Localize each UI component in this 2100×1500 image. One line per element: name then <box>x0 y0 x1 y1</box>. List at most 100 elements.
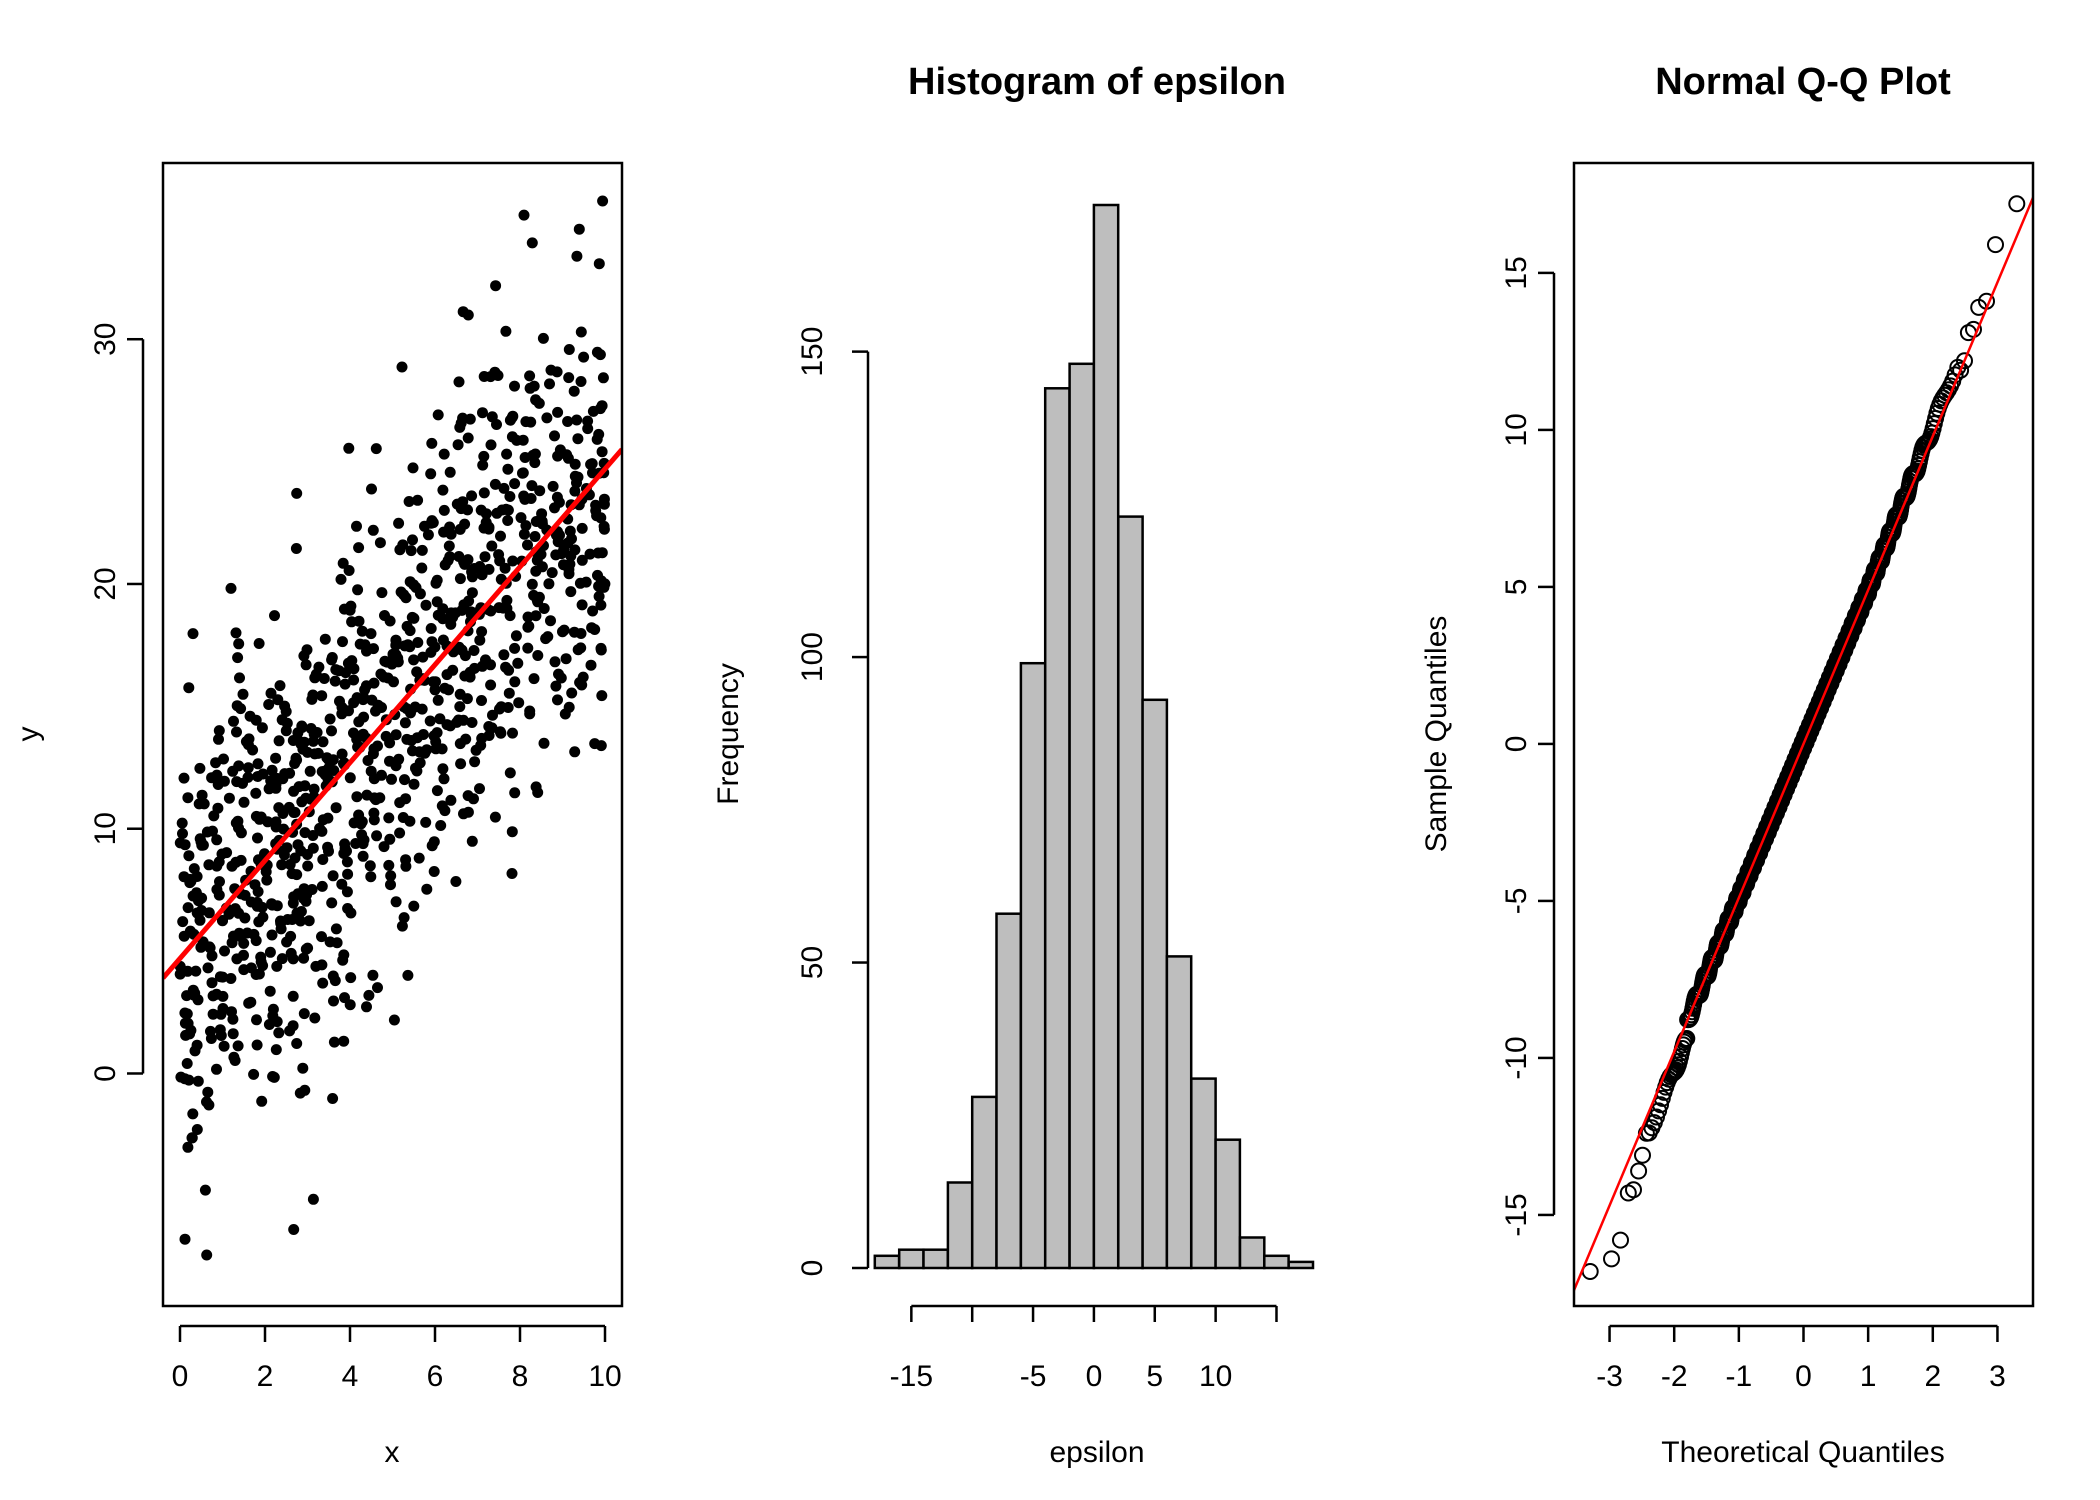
scatter-point <box>370 705 381 717</box>
scatter-point <box>495 530 506 542</box>
scatter-point <box>235 931 247 943</box>
scatter-point <box>280 725 292 737</box>
scatter-point <box>401 703 413 715</box>
scatter-point <box>476 695 487 706</box>
scatter-point <box>230 627 242 639</box>
scatter-point <box>348 727 359 739</box>
scatter-point <box>439 682 451 694</box>
scatter-point <box>316 880 328 892</box>
scatter-point <box>510 630 522 642</box>
qq-points <box>1581 195 2026 1280</box>
scatter-point <box>522 611 534 623</box>
scatter-point <box>438 504 450 516</box>
scatter-point <box>250 787 262 799</box>
scatter-point <box>485 679 497 691</box>
scatter-point <box>178 871 190 883</box>
scatter-point <box>419 520 430 532</box>
scatter-point <box>593 258 605 270</box>
scatter-point <box>223 792 235 804</box>
scatter-point <box>177 828 188 840</box>
scatter-point <box>281 842 293 854</box>
scatter-point <box>316 931 327 943</box>
scatter-point <box>578 351 590 363</box>
scatter-point <box>595 512 607 524</box>
scatter-point <box>339 678 351 690</box>
scatter-point <box>270 752 282 764</box>
scatter-point <box>573 223 585 235</box>
x-tick-label: 4 <box>342 1360 359 1393</box>
scatter-point <box>207 825 218 837</box>
scatter-point <box>254 813 265 825</box>
scatter-point <box>207 1008 219 1020</box>
scatter-point <box>564 525 576 537</box>
scatter-point <box>232 1040 244 1052</box>
scatter-point <box>451 498 463 510</box>
scatter-point <box>537 332 549 344</box>
scatter-point <box>384 833 396 845</box>
scatter-point <box>190 965 202 977</box>
scatter-point <box>566 687 578 699</box>
scatter-point <box>287 1020 299 1032</box>
scatter-point <box>375 668 387 680</box>
scatter-point <box>412 637 424 648</box>
scatter-point <box>296 722 308 733</box>
scatter-point <box>395 586 407 598</box>
scatter-point <box>394 797 406 809</box>
scatter-point <box>509 787 521 799</box>
scatter-point <box>558 559 569 571</box>
y-tick-label: 150 <box>796 327 829 377</box>
scatter-point <box>328 1036 340 1048</box>
scatter-point <box>227 1028 239 1040</box>
scatter-point <box>549 656 561 668</box>
scatter-point <box>476 626 488 638</box>
scatter-point <box>351 520 362 532</box>
scatter-point <box>253 968 265 980</box>
scatter-point <box>546 567 558 579</box>
scatter-point <box>275 923 287 935</box>
histogram-x-axis: -15 -5 0 5 10 <box>890 1304 1278 1393</box>
scatter-point <box>543 578 555 590</box>
scatter-point <box>562 416 574 427</box>
scatter-point <box>584 548 596 560</box>
scatter-point <box>352 584 364 596</box>
scatter-point <box>399 717 411 729</box>
scatter-point <box>468 793 479 805</box>
scatter-point <box>363 989 375 1001</box>
scatter-point <box>414 757 426 769</box>
scatter-point <box>211 1063 222 1075</box>
scatter-point <box>424 715 436 727</box>
scatter-point <box>329 975 341 987</box>
scatter-point <box>454 738 466 750</box>
scatter-point <box>489 478 501 490</box>
scatter-point <box>326 897 338 909</box>
scatter-point <box>561 449 573 461</box>
scatter-point <box>390 896 402 908</box>
scatter-point <box>288 807 300 818</box>
scatter-point <box>509 642 521 654</box>
regression-line <box>163 447 622 980</box>
scatter-point <box>386 773 397 785</box>
scatter-point <box>453 551 465 562</box>
scatter-x-label: x <box>385 1436 400 1469</box>
scatter-point <box>569 485 581 497</box>
scatter-point <box>344 772 356 784</box>
qq-reference-line <box>1574 194 2033 1294</box>
scatter-point <box>437 603 449 615</box>
scatter-point <box>436 743 448 755</box>
scatter-point <box>256 722 268 734</box>
scatter-point <box>214 1024 226 1036</box>
scatter-point <box>276 859 288 871</box>
scatter-point <box>271 960 283 972</box>
scatter-point <box>237 777 248 789</box>
scatter-point <box>288 1224 300 1235</box>
x-tick-label: -1 <box>1726 1360 1753 1393</box>
scatter-point <box>574 577 586 589</box>
scatter-point <box>563 568 575 580</box>
scatter-point <box>187 1108 199 1120</box>
scatter-point <box>267 1003 279 1015</box>
scatter-point <box>457 306 469 318</box>
scatter-point <box>466 717 478 728</box>
scatter-point <box>195 836 207 848</box>
scatter-point <box>422 529 434 541</box>
qq-x-label: Theoretical Quantiles <box>1661 1436 1944 1469</box>
